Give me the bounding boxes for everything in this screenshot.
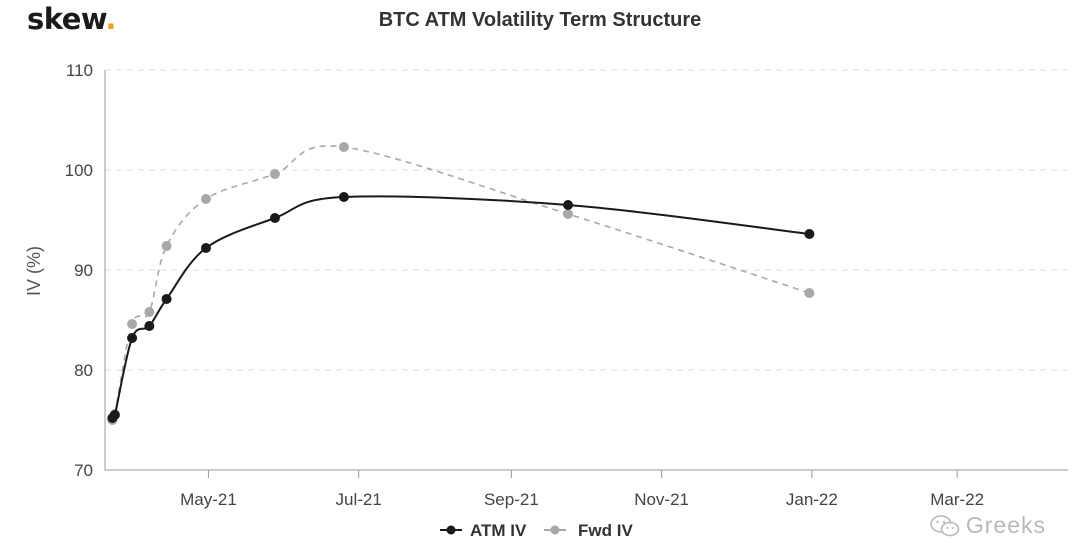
atm-iv-point bbox=[269, 213, 280, 223]
x-tick-label: Jan-22 bbox=[786, 490, 838, 509]
chart-title: BTC ATM Volatility Term Structure bbox=[378, 9, 702, 31]
series-layer bbox=[107, 142, 815, 425]
y-tick-label: 80 bbox=[74, 361, 93, 380]
wechat-icon bbox=[930, 514, 960, 536]
fwd-iv-point bbox=[269, 169, 280, 179]
fwd-iv-point bbox=[127, 319, 138, 329]
y-tick-label: 70 bbox=[74, 461, 93, 480]
y-tick-label: 110 bbox=[66, 61, 93, 80]
fwd-iv-point bbox=[338, 142, 349, 152]
atm-iv-point bbox=[804, 229, 815, 239]
x-tick-label: Mar-22 bbox=[930, 490, 984, 509]
axis-layer: 70 80 90 100 110 May-21 Jul-21 Sep-21 Nov-21 Jan-… bbox=[65, 61, 1068, 509]
legend[interactable]: ATM IV Fwd IV bbox=[440, 521, 633, 540]
x-tick-label: Sep-21 bbox=[484, 490, 539, 509]
y-tick-label: 100 bbox=[65, 161, 93, 180]
watermark-text: Greeks bbox=[965, 512, 1046, 538]
fwd-iv-point bbox=[144, 307, 155, 317]
legend-atm-label[interactable]: ATM IV bbox=[470, 521, 527, 540]
fwd-iv-point bbox=[200, 194, 211, 204]
legend-atm-swatch-marker bbox=[446, 525, 456, 535]
atm-iv-line bbox=[111, 195, 810, 423]
x-tick-label: Jul-21 bbox=[336, 490, 382, 509]
atm-iv-point bbox=[109, 410, 120, 420]
atm-iv-point bbox=[563, 200, 574, 210]
atm-iv-point bbox=[338, 192, 349, 202]
y-axis-title: IV (%) bbox=[24, 246, 44, 296]
brand-logo: skew. bbox=[27, 2, 116, 36]
y-tick-label: 90 bbox=[74, 261, 93, 280]
x-tick-label: Nov-21 bbox=[634, 490, 689, 509]
atm-iv-point bbox=[161, 294, 172, 304]
atm-iv-point bbox=[127, 333, 138, 343]
legend-fwd-label[interactable]: Fwd IV bbox=[578, 521, 633, 540]
watermark: Greeks bbox=[930, 512, 1046, 539]
legend-fwd-swatch-marker bbox=[550, 525, 560, 535]
atm-iv-point bbox=[144, 321, 155, 331]
fwd-iv-point bbox=[804, 288, 815, 298]
x-tick-label: May-21 bbox=[180, 490, 237, 509]
fwd-iv-line bbox=[111, 145, 810, 424]
fwd-iv-point bbox=[161, 241, 172, 251]
atm-iv-point bbox=[200, 243, 211, 253]
fwd-iv-point bbox=[563, 209, 574, 219]
